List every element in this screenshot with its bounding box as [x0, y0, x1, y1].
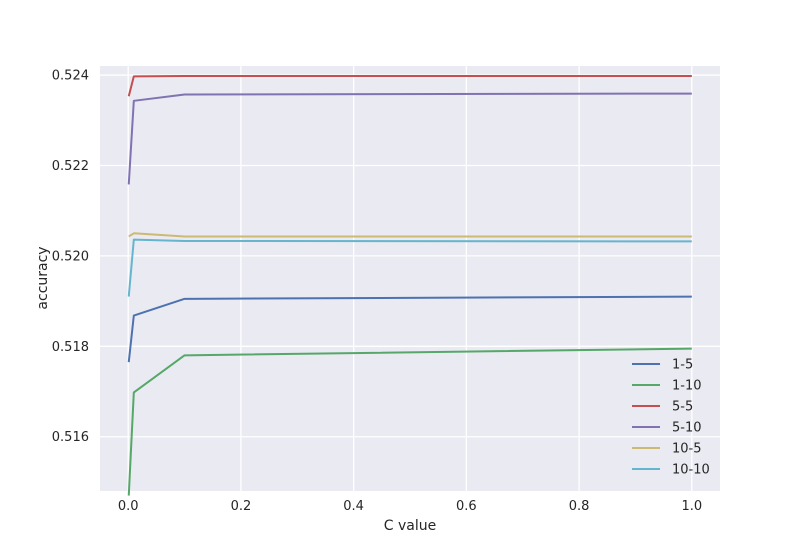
series-line-10-10	[127, 238, 692, 297]
x-axis-ticks: 0.0 0.2 0.4 0.6 0.8 1.0	[118, 499, 702, 514]
legend-label: 1-10	[672, 379, 702, 394]
legend-label: 1-5	[672, 358, 693, 373]
x-axis-label: C value	[384, 518, 436, 534]
x-tick-label: 0.8	[569, 499, 590, 514]
x-tick-label: 0.0	[118, 499, 139, 514]
x-tick-label: 1.0	[681, 499, 702, 514]
x-tick-label: 0.2	[231, 499, 252, 514]
legend-label: 5-5	[672, 400, 693, 415]
legend-label: 5-10	[672, 421, 702, 436]
series-line-5-5	[127, 74, 692, 97]
series-line-10-5	[128, 232, 692, 238]
y-axis-ticks: 0.516 0.518 0.520 0.522 0.524	[52, 69, 89, 446]
y-axis-label: accuracy	[35, 246, 51, 309]
x-tick-label: 0.4	[343, 499, 364, 514]
y-tick-label: 0.516	[52, 430, 89, 445]
x-tick-label: 0.6	[456, 499, 477, 514]
legend-label: 10-5	[672, 442, 702, 457]
y-tick-label: 0.522	[52, 159, 89, 174]
y-tick-label: 0.524	[52, 69, 89, 84]
legend: 1-5 1-10 5-5 5-10 10-5 10-10	[632, 358, 710, 478]
series-line-1-5	[127, 295, 692, 363]
y-tick-label: 0.518	[52, 340, 89, 355]
plot-background	[100, 66, 720, 491]
series-lines	[127, 74, 692, 496]
y-tick-label: 0.520	[52, 249, 89, 264]
series-line-5-10	[127, 92, 692, 185]
legend-label: 10-10	[672, 463, 710, 478]
series-line-1-10	[127, 347, 692, 496]
